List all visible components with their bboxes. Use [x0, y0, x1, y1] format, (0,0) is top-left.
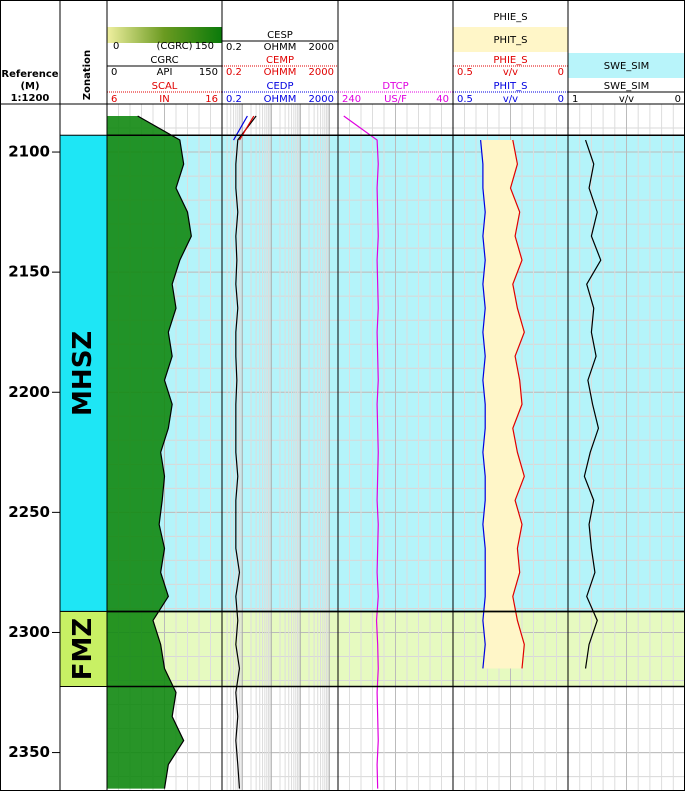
- curve-name: SCAL: [152, 81, 178, 92]
- scale-right: 2000: [309, 67, 334, 78]
- colorbar-label: (CGRC): [157, 41, 193, 52]
- plot-area: MHSZ FMZ 2100 2150 2200 2250 2300 2350: [8, 104, 685, 791]
- scale-left: 1: [572, 94, 578, 105]
- curve-name: SWE_SIM: [604, 81, 649, 92]
- log-curve: [480, 139, 486, 669]
- colorbar-left: 0: [113, 41, 119, 52]
- depth-unit: (M): [20, 81, 39, 92]
- depth-label: 2150: [8, 263, 50, 281]
- legend-top: PHIE_S: [493, 12, 527, 23]
- depth-reference: Reference: [1, 69, 58, 80]
- colorbar-right: 150: [195, 41, 214, 52]
- log-curve: [509, 139, 525, 669]
- curve-name: CGRC: [150, 55, 178, 66]
- scale-right: 16: [205, 94, 218, 105]
- scale-unit: US/F: [384, 94, 407, 105]
- depth-label: 2250: [8, 503, 50, 521]
- log-curve: [238, 115, 255, 141]
- log-curve: [343, 115, 379, 789]
- curve-name: DTCP: [382, 81, 408, 92]
- scale-left: 0: [111, 67, 117, 78]
- scale-left: 0.5: [457, 94, 473, 105]
- depth-label: 2200: [8, 383, 50, 401]
- curve-name: CESP: [267, 30, 293, 41]
- scale-left: 0.2: [226, 67, 242, 78]
- depth-label: 2350: [8, 743, 50, 761]
- gr-fill: [107, 116, 192, 789]
- scale-right: 0: [558, 67, 564, 78]
- scale-unit: OHMM: [264, 42, 297, 53]
- scale-unit: v/v: [503, 67, 518, 78]
- scale-left: 0.5: [457, 67, 473, 78]
- log-curve: [583, 139, 602, 669]
- legend-fill: [453, 27, 568, 52]
- scale-right: 0: [675, 94, 681, 105]
- scale-right: 2000: [309, 94, 334, 105]
- scale-unit: IN: [159, 94, 169, 105]
- zone-label: MHSZ: [68, 331, 98, 416]
- depth-scale: 1:1200: [11, 93, 50, 104]
- scale-right: 40: [436, 94, 449, 105]
- scale-unit: OHMM: [264, 94, 297, 105]
- legend-fill-name: PHIT_S: [494, 35, 528, 46]
- log-curve: [233, 115, 248, 141]
- scale-unit: v/v: [619, 94, 634, 105]
- zone-label: FMZ: [68, 618, 98, 681]
- legend-fill-name: SWE_SIM: [604, 61, 649, 72]
- legend-fill: [568, 53, 685, 78]
- porosity-fill: [480, 140, 525, 669]
- scale-right: 0: [558, 94, 564, 105]
- depth-label: 2100: [8, 143, 50, 161]
- scale-right: 2000: [309, 42, 334, 53]
- scale-unit: OHMM: [264, 67, 297, 78]
- curve-name: CEDP: [266, 81, 293, 92]
- scale-left: 0.2: [226, 42, 242, 53]
- scale-right: 150: [199, 67, 218, 78]
- curve-name: PHIT_S: [494, 81, 528, 92]
- scale-left: 240: [342, 94, 361, 105]
- scale-unit: API: [157, 67, 173, 78]
- curve-name: PHIE_S: [493, 55, 527, 66]
- log-curve: [137, 115, 192, 789]
- log-curve: [235, 115, 257, 789]
- scale-unit: v/v: [503, 94, 518, 105]
- zone-box: [59, 134, 108, 612]
- colorbar: [107, 27, 222, 43]
- curve-name: CEMP: [266, 55, 294, 66]
- scale-left: 6: [111, 94, 117, 105]
- depth-label: 2300: [8, 623, 50, 641]
- zonation-title: Zonation: [82, 50, 93, 100]
- scale-left: 0.2: [226, 94, 242, 105]
